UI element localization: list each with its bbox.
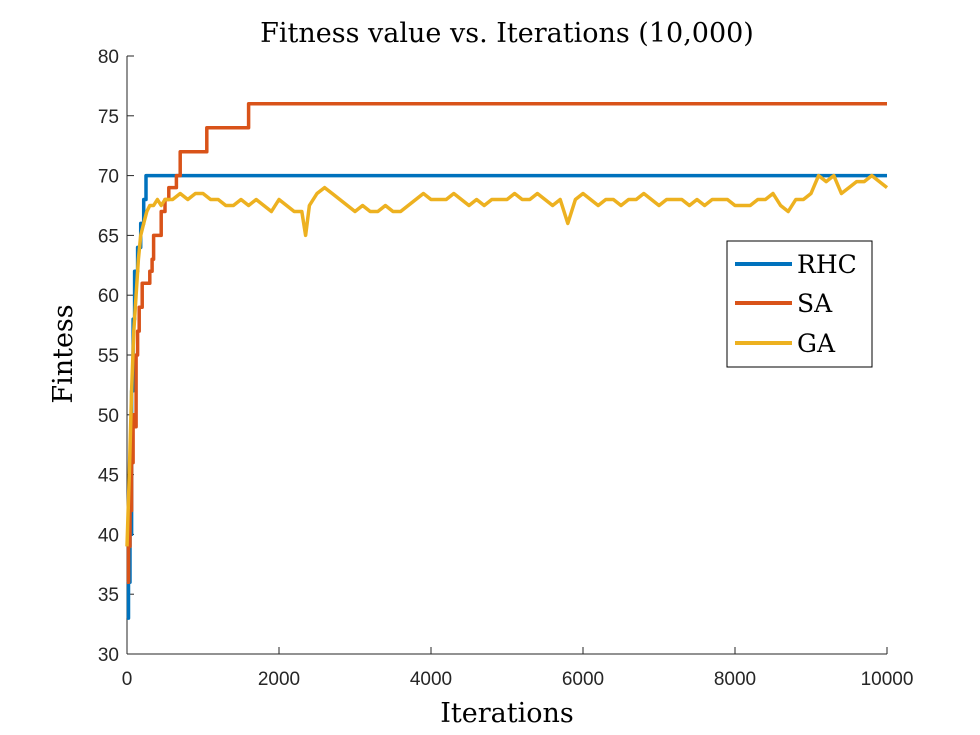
- y-tick-label: 55: [98, 346, 119, 367]
- y-tick-label: 35: [98, 585, 119, 606]
- x-tick-label: 4000: [410, 669, 452, 690]
- y-axis-title: Fintess: [48, 304, 79, 403]
- plot-area: 30 35 40 45 50 55 60 65 70 75 80 0 2000 4000 6000 8000 1…: [98, 47, 914, 690]
- x-tick-label: 2000: [258, 669, 300, 690]
- x-axis-title: Iterations: [440, 698, 573, 729]
- series-line-sa: [126, 102, 887, 584]
- legend: RHC SA GA: [726, 240, 873, 368]
- legend-label-sa: SA: [797, 289, 833, 318]
- y-tick-label: 50: [98, 406, 119, 427]
- y-tick-label: 80: [98, 47, 119, 68]
- series-line-ga: [125, 173, 889, 547]
- x-tick-label: 8000: [714, 669, 756, 690]
- chart-title: Fitness value vs. Iterations (10,000): [260, 18, 754, 49]
- y-tick-label: 65: [98, 226, 119, 247]
- legend-label-rhc: RHC: [797, 250, 857, 279]
- y-tick-label: 60: [98, 286, 119, 307]
- y-tick-label: 45: [98, 466, 119, 487]
- x-tick-label: 0: [122, 669, 133, 690]
- y-tick-label: 75: [98, 107, 119, 128]
- legend-label-ga: GA: [797, 329, 836, 358]
- x-tick-label: 6000: [562, 669, 604, 690]
- y-tick-label: 30: [98, 645, 119, 666]
- y-tick-label: 40: [98, 525, 119, 546]
- y-tick-label: 70: [98, 167, 119, 188]
- x-tick-label: 10000: [861, 669, 914, 690]
